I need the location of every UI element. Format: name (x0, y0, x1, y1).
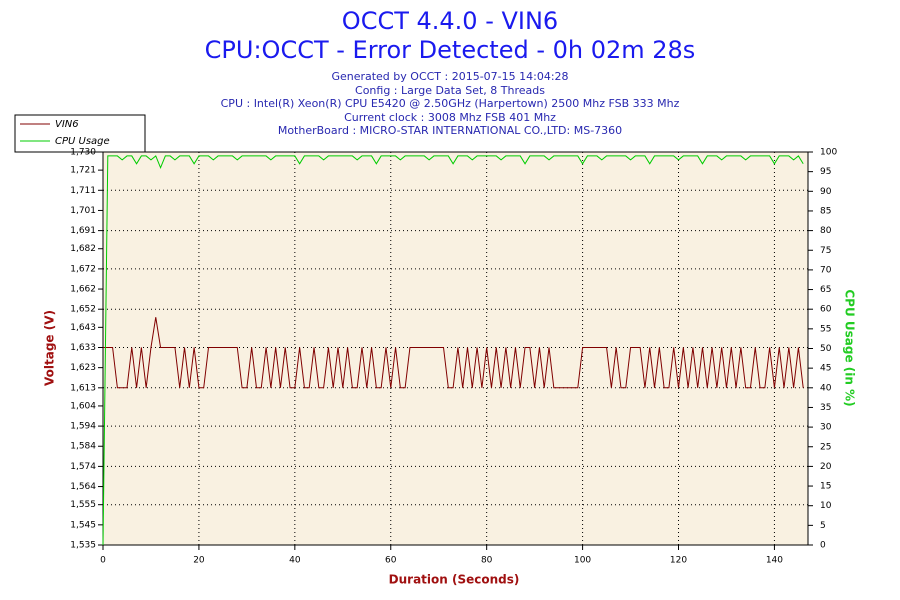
y2-tick-label: 65 (820, 285, 831, 295)
x-tick-label: 0 (100, 556, 106, 566)
info-line: Current clock : 3008 Mhz FSB 401 Mhz (344, 111, 556, 124)
y-tick-label: 1,633 (70, 343, 96, 353)
x-tick-label: 140 (766, 556, 783, 566)
x-tick-label: 20 (193, 556, 205, 566)
y2-tick-label: 0 (820, 541, 826, 551)
y2-axis-label: CPU Usage (in %) (843, 289, 857, 406)
y-tick-label: 1,584 (70, 442, 96, 452)
legend (14, 114, 146, 153)
plot-area (103, 152, 808, 545)
series-line (102, 155, 804, 546)
chart-subtitle: CPU:OCCT - Error Detected - 0h 02m 28s (205, 36, 696, 64)
legend-label: VIN6 (55, 119, 79, 130)
y2-tick-label: 95 (820, 167, 831, 177)
info-line: CPU : Intel(R) Xeon(R) CPU E5420 @ 2.50G… (221, 97, 680, 110)
y2-tick-label: 40 (820, 383, 832, 393)
info-line: MotherBoard : MICRO-STAR INTERNATIONAL C… (278, 124, 622, 137)
x-tick-label: 100 (574, 556, 591, 566)
y2-tick-label: 15 (820, 482, 831, 492)
series-line (103, 317, 804, 389)
x-axis-label: Duration (Seconds) (389, 573, 520, 587)
y-tick-label: 1,682 (70, 244, 96, 254)
y2-tick-label: 70 (820, 265, 832, 275)
y-tick-label: 1,535 (70, 541, 96, 551)
y-tick-label: 1,564 (70, 482, 96, 492)
y-tick-label: 1,623 (70, 363, 96, 373)
x-tick-label: 60 (385, 556, 397, 566)
y2-tick-label: 45 (820, 364, 831, 374)
y-tick-label: 1,721 (70, 166, 96, 176)
y2-tick-label: 90 (820, 187, 832, 197)
chart-title: OCCT 4.4.0 - VIN6 (342, 7, 558, 35)
y2-tick-label: 60 (820, 305, 832, 315)
y2-tick-label: 55 (820, 324, 831, 334)
legend-label: CPU Usage (55, 136, 110, 147)
info-line: Generated by OCCT : 2015-07-15 14:04:28 (331, 70, 568, 83)
y-tick-label: 1,643 (70, 323, 96, 333)
y-tick-label: 1,594 (70, 422, 96, 432)
y-tick-label: 1,574 (70, 462, 96, 472)
y2-tick-label: 50 (820, 344, 832, 354)
y-tick-label: 1,555 (70, 500, 96, 510)
x-tick-label: 40 (289, 556, 301, 566)
y-tick-label: 1,730 (70, 148, 96, 158)
y-tick-label: 1,604 (70, 401, 96, 411)
y2-tick-label: 5 (820, 521, 826, 531)
y-tick-label: 1,613 (70, 383, 96, 393)
y2-tick-label: 85 (820, 206, 831, 216)
x-tick-label: 120 (670, 556, 687, 566)
y-tick-label: 1,545 (70, 520, 96, 530)
y2-tick-label: 35 (820, 403, 831, 413)
y-tick-label: 1,672 (70, 264, 96, 274)
y2-tick-label: 100 (820, 148, 837, 158)
y-tick-label: 1,711 (70, 186, 96, 196)
y2-tick-label: 75 (820, 246, 831, 256)
x-tick-label: 80 (481, 556, 493, 566)
y-tick-label: 1,691 (70, 226, 96, 236)
y-tick-label: 1,662 (70, 285, 96, 295)
y-tick-label: 1,701 (70, 206, 96, 216)
y2-tick-label: 20 (820, 462, 832, 472)
y2-tick-label: 25 (820, 442, 831, 452)
info-line: Config : Large Data Set, 8 Threads (355, 84, 545, 97)
plot-frame (102, 151, 809, 546)
y2-tick-label: 80 (820, 226, 832, 236)
y2-tick-label: 10 (820, 501, 832, 511)
y-tick-label: 1,652 (70, 305, 96, 315)
y-axis-label: Voltage (V) (43, 310, 57, 386)
y2-tick-label: 30 (820, 423, 832, 433)
